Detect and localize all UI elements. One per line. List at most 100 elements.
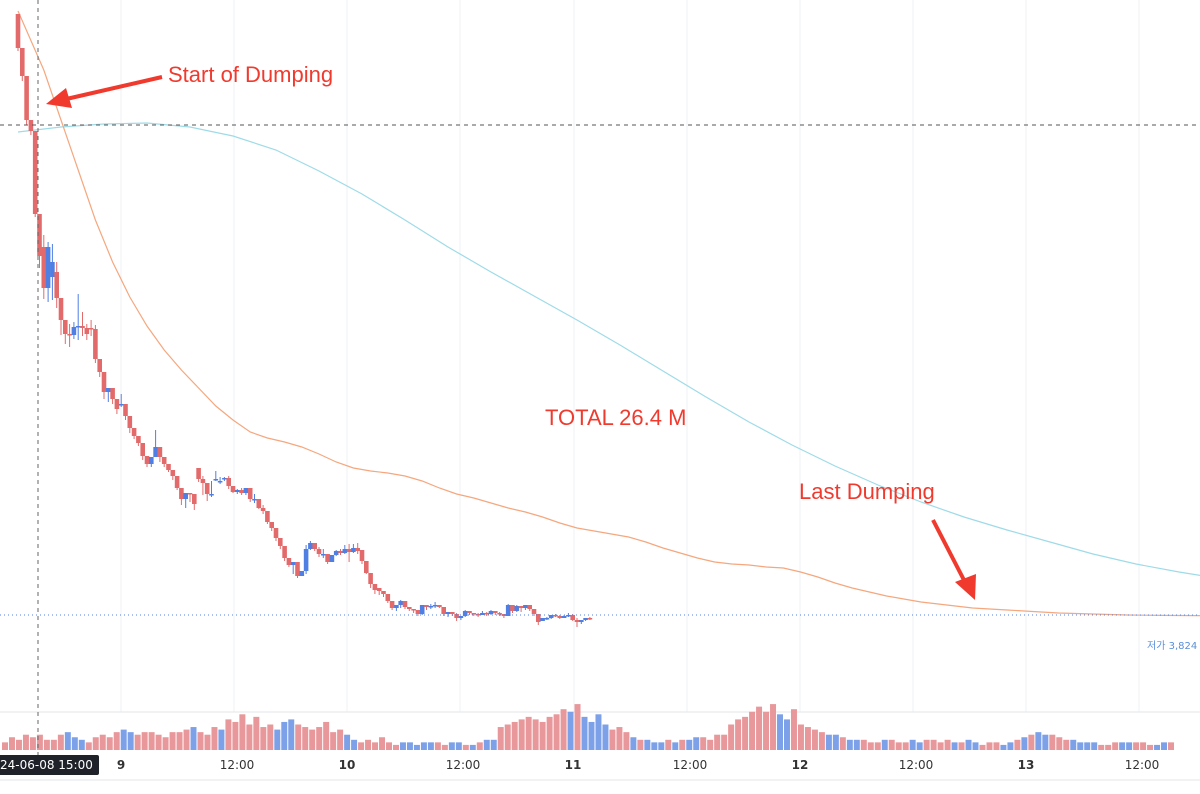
ma-short-line — [17, 10, 1200, 617]
volume-bar — [693, 737, 700, 750]
volume-bar — [36, 734, 43, 750]
x-tick-label: 9 — [116, 758, 126, 772]
volume-bar — [1112, 742, 1119, 750]
candle-body — [385, 594, 391, 601]
volume-bar — [965, 739, 972, 750]
volume-bar — [1084, 742, 1091, 750]
volume-bar — [644, 739, 651, 750]
volume-bar — [253, 716, 260, 750]
volume-bar — [1056, 737, 1063, 750]
ma-long-line — [17, 122, 1200, 577]
volume-bar — [288, 719, 295, 750]
volume-bar — [232, 721, 239, 750]
annotation-total: TOTAL 26.4 M — [545, 405, 687, 430]
candle-body — [247, 488, 253, 499]
volume-bar — [1028, 734, 1035, 750]
volume-bar — [735, 719, 742, 750]
volume-bar — [239, 714, 246, 750]
volume-bar — [651, 742, 658, 750]
arrow-last-head — [955, 574, 976, 600]
candle-body — [252, 499, 257, 501]
volume-bar — [609, 729, 616, 750]
volume-bar — [50, 739, 57, 750]
volume-bar — [281, 721, 288, 750]
candle-body — [183, 493, 188, 499]
annotation-last-dumping: Last Dumping — [799, 479, 935, 504]
candle-body — [497, 613, 502, 615]
candle-body — [299, 571, 305, 576]
candle-body — [471, 613, 477, 615]
volume-bar — [1126, 742, 1133, 750]
volume-bar — [295, 724, 302, 750]
volume-bar — [742, 716, 749, 750]
candle-body — [583, 618, 588, 620]
volume-bar — [895, 742, 902, 750]
volume-bar — [993, 742, 1000, 750]
candle-body — [321, 554, 326, 556]
candle-body — [32, 131, 38, 214]
candle-body — [527, 605, 532, 609]
volume-bar — [99, 734, 106, 750]
volume-bar — [106, 737, 113, 750]
volume-bar — [127, 732, 134, 750]
volume-bar — [274, 729, 281, 750]
candle-body — [484, 613, 489, 615]
volume-bar — [323, 721, 330, 750]
volume-bar — [1098, 744, 1105, 750]
volume-bar — [330, 732, 337, 750]
candle-body — [415, 610, 421, 614]
volume-bar — [113, 732, 120, 750]
volume-bar — [797, 724, 804, 750]
candle-body — [290, 562, 296, 565]
volume-bar — [43, 739, 50, 750]
volume-bar — [874, 742, 881, 750]
candle-body — [204, 483, 210, 494]
volume-bar — [469, 744, 476, 750]
volume-bar — [623, 732, 630, 750]
volume-bar — [413, 744, 420, 750]
candle-body — [256, 499, 262, 508]
candle-body — [570, 615, 575, 620]
volume-bar — [958, 742, 965, 750]
candle-body — [20, 48, 25, 76]
volume-bar — [211, 727, 218, 750]
candle-body — [170, 470, 176, 476]
candle-body — [118, 404, 124, 406]
candle-body — [450, 612, 455, 614]
candle-body — [381, 591, 386, 594]
volume-bar — [944, 739, 951, 750]
volume-bar — [574, 704, 581, 750]
candle-body — [106, 388, 111, 392]
volume-bar — [155, 734, 162, 750]
candle-body — [179, 488, 184, 499]
candle-body — [303, 549, 309, 571]
volume-bar — [246, 724, 253, 750]
volume-bar — [316, 727, 323, 750]
volume-bar — [1063, 739, 1070, 750]
candle-body — [501, 614, 507, 616]
volume-bar — [15, 739, 22, 750]
candle-body — [428, 606, 434, 608]
volume-bar — [777, 714, 783, 750]
candle-body — [510, 605, 515, 611]
candle-body — [333, 551, 339, 555]
volume-bar — [1168, 742, 1174, 750]
candle-body — [342, 549, 348, 553]
candle-body — [93, 329, 98, 359]
candle-body — [161, 457, 167, 464]
x-tick-label: 12:00 — [898, 758, 934, 772]
candle-body — [458, 616, 464, 618]
volume-bar — [462, 744, 469, 750]
volume-bar — [225, 719, 232, 750]
candle-body — [97, 359, 102, 372]
volume-bar — [602, 724, 609, 750]
candle-body — [80, 326, 85, 328]
candle-body — [153, 447, 158, 457]
candle-body — [209, 494, 214, 496]
candle-body — [217, 481, 223, 483]
candle-body — [101, 372, 107, 392]
candle-body — [58, 298, 64, 320]
volume-bar — [2, 742, 8, 750]
